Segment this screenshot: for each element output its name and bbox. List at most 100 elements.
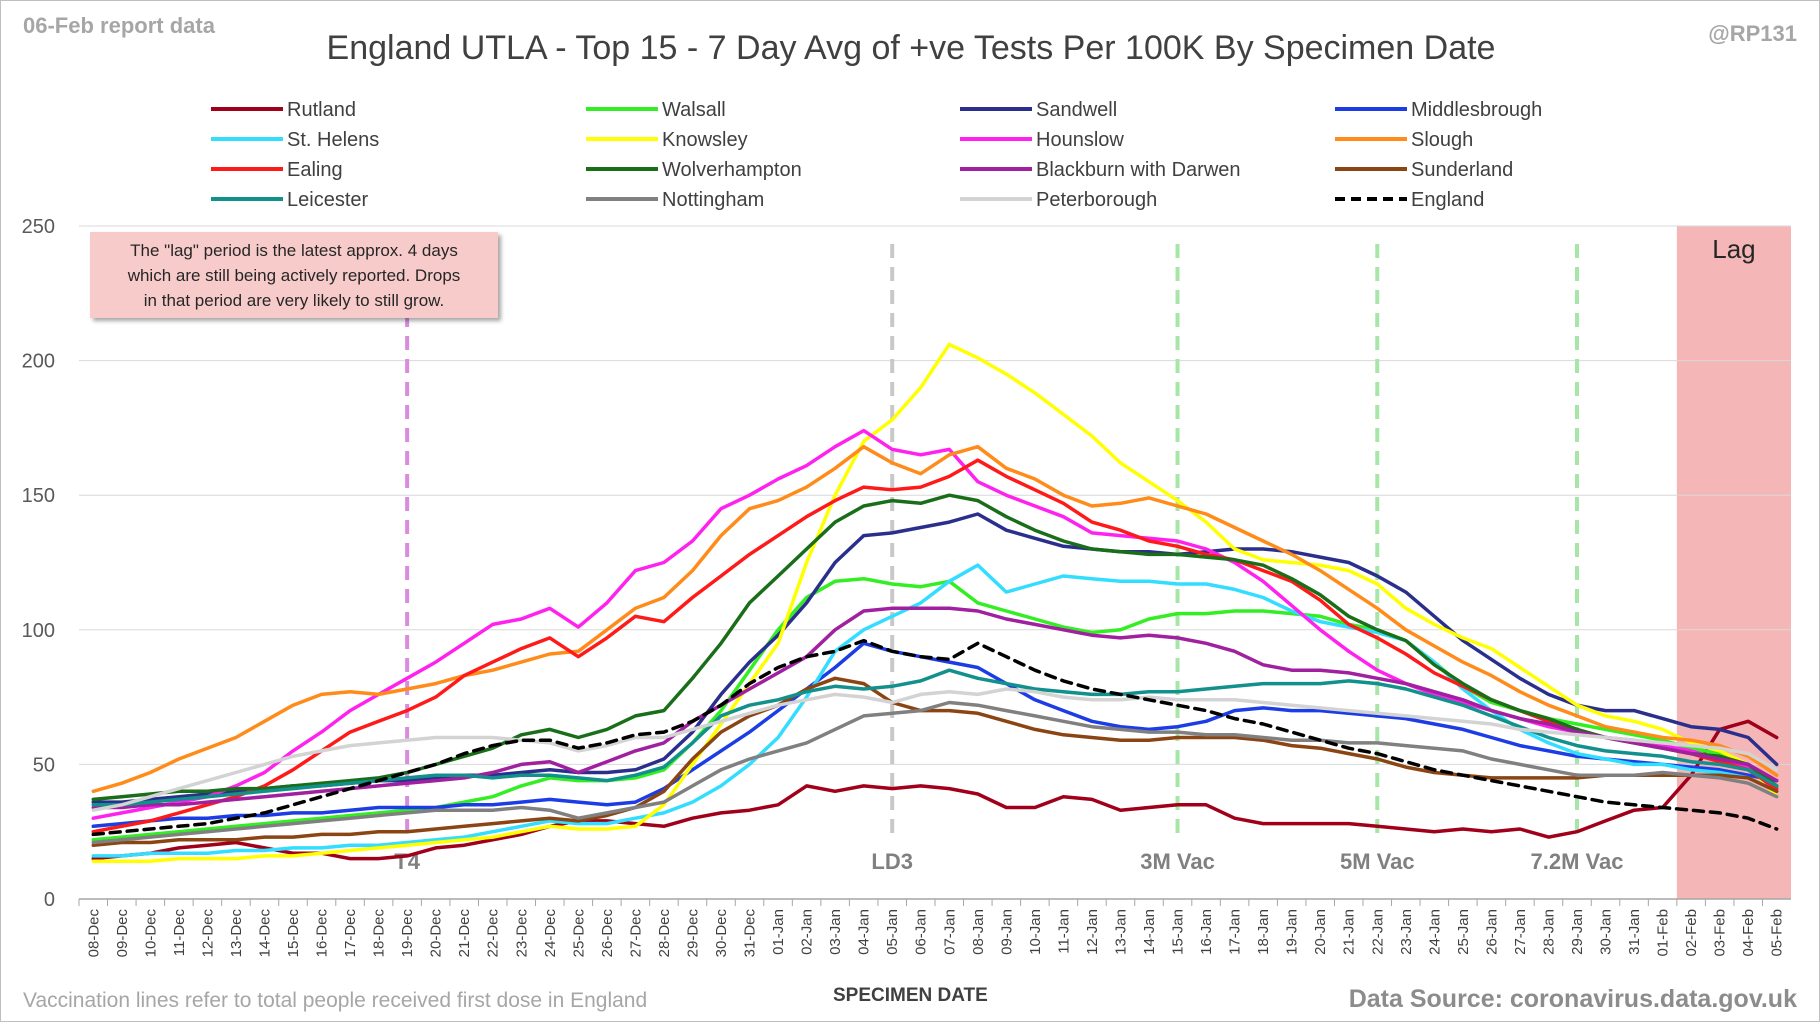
x-tick-label: 21-Jan — [1341, 909, 1358, 955]
x-tick-label: 05-Jan — [884, 909, 901, 955]
lag-note-line: in that period are very likely to still … — [143, 291, 445, 310]
x-tick-label: 01-Feb — [1655, 909, 1672, 957]
x-tick-label: 04-Feb — [1740, 909, 1757, 957]
x-tick-label: 16-Jan — [1198, 909, 1215, 955]
lag-note-line: which are still being actively reported.… — [127, 266, 461, 285]
legend-entry: England — [1411, 189, 1484, 211]
x-tick-label: 28-Jan — [1540, 909, 1557, 955]
x-tick-label: 11-Jan — [1055, 909, 1072, 954]
x-tick-label: 02-Jan — [799, 909, 816, 955]
legend-entry: Sandwell — [1036, 99, 1117, 121]
x-axis-label: SPECIMEN DATE — [833, 985, 988, 1006]
x-tick-label: 04-Jan — [856, 909, 873, 955]
x-tick-label: 08-Dec — [85, 909, 102, 958]
series-line — [91, 700, 1779, 845]
vertical-marker-label: 5M Vac — [1340, 849, 1415, 874]
x-tick-label: 25-Jan — [1455, 909, 1472, 955]
x-tick-label: 26-Dec — [599, 909, 616, 958]
legend-entry: Blackburn with Darwen — [1036, 159, 1241, 181]
x-tick-label: 13-Dec — [228, 909, 245, 958]
x-tick-label: 12-Jan — [1084, 909, 1101, 955]
x-tick-label: 31-Dec — [742, 909, 759, 958]
lag-note-box: The "lag" period is the latest approx. 4… — [90, 232, 498, 318]
legend-entry: Rutland — [287, 99, 356, 121]
x-tick-label: 22-Jan — [1369, 909, 1386, 955]
x-tick-label: 16-Dec — [314, 909, 331, 958]
series-line — [91, 458, 1779, 834]
legend-entry: Walsall — [662, 99, 726, 121]
x-tick-label: 08-Jan — [970, 909, 987, 955]
x-tick-label: 14-Jan — [1141, 909, 1158, 955]
x-tick-label: 15-Jan — [1170, 909, 1187, 955]
x-tick-label: 14-Dec — [256, 909, 273, 958]
chart-title: England UTLA - Top 15 - 7 Day Avg of +ve… — [326, 29, 1496, 67]
x-tick-label: 03-Jan — [827, 909, 844, 955]
report-date-label: 06-Feb report data — [23, 13, 215, 38]
x-tick-label: 23-Jan — [1398, 909, 1415, 955]
x-tick-label: 19-Jan — [1284, 909, 1301, 955]
x-tick-label: 09-Jan — [998, 909, 1015, 955]
x-tick-label: 10-Jan — [1027, 909, 1044, 955]
series-line — [91, 428, 1779, 820]
series-line — [91, 493, 1779, 802]
vertical-marker-label: LD3 — [871, 849, 913, 874]
legend-entry: Middlesbrough — [1411, 99, 1542, 121]
lag-label: Lag — [1712, 234, 1755, 264]
x-tick-label: 09-Dec — [114, 909, 131, 958]
legend-entry: Peterborough — [1036, 189, 1157, 211]
series-line — [91, 668, 1779, 807]
legend-entry: Hounslow — [1036, 129, 1124, 151]
x-tick-label: 29-Dec — [684, 909, 701, 958]
x-tick-label: 18-Jan — [1255, 909, 1272, 955]
x-tick-label: 30-Dec — [713, 909, 730, 958]
x-tick-label: 24-Dec — [542, 909, 559, 958]
x-tick-label: 29-Jan — [1569, 909, 1586, 955]
legend-entry: Knowsley — [662, 129, 748, 151]
series-line — [91, 719, 1779, 861]
x-tick-label: 02-Feb — [1683, 909, 1700, 957]
x-tick-label: 19-Dec — [399, 909, 416, 958]
vaccination-footnote: Vaccination lines refer to total people … — [23, 989, 648, 1012]
x-tick-label: 28-Dec — [656, 909, 673, 958]
series-line — [91, 676, 1779, 847]
author-handle: @RP131 — [1708, 21, 1797, 46]
legend-entry: Ealing — [287, 159, 343, 181]
legend-entry: St. Helens — [287, 129, 379, 151]
x-tick-label: 13-Jan — [1112, 909, 1129, 955]
y-tick-label: 0 — [44, 889, 55, 911]
series-line — [91, 576, 1779, 842]
y-tick-label: 200 — [22, 351, 55, 373]
x-tick-label: 06-Jan — [913, 909, 930, 955]
y-tick-label: 250 — [22, 216, 55, 238]
series-line — [91, 444, 1779, 794]
vertical-marker-label: 3M Vac — [1140, 849, 1215, 874]
legend-entry: Slough — [1411, 129, 1473, 151]
x-tick-label: 01-Jan — [770, 909, 787, 955]
x-tick-label: 17-Dec — [342, 909, 359, 958]
x-tick-label: 23-Dec — [513, 909, 530, 958]
y-tick-label: 50 — [33, 754, 55, 776]
y-tick-label: 100 — [22, 620, 55, 642]
x-tick-label: 27-Jan — [1512, 909, 1529, 955]
x-tick-label: 18-Dec — [371, 909, 388, 958]
x-tick-label: 20-Dec — [428, 909, 445, 958]
series-line — [91, 342, 1779, 864]
legend-entry: Sunderland — [1411, 159, 1513, 181]
series-line — [91, 638, 1779, 837]
x-tick-label: 15-Dec — [285, 909, 302, 958]
x-tick-label: 24-Jan — [1426, 909, 1443, 955]
vertical-marker-label: 7.2M Vac — [1531, 849, 1624, 874]
x-tick-label: 03-Feb — [1712, 909, 1729, 957]
x-tick-label: 27-Dec — [627, 909, 644, 958]
x-tick-label: 20-Jan — [1312, 909, 1329, 955]
series-line — [91, 687, 1779, 812]
x-tick-label: 26-Jan — [1483, 909, 1500, 955]
lag-region — [1676, 226, 1791, 899]
series-line — [91, 606, 1779, 810]
x-tick-label: 11-Dec — [171, 909, 188, 957]
legend-entry: Nottingham — [662, 189, 764, 211]
x-tick-label: 25-Dec — [570, 909, 587, 958]
x-tick-label: 12-Dec — [199, 909, 216, 958]
